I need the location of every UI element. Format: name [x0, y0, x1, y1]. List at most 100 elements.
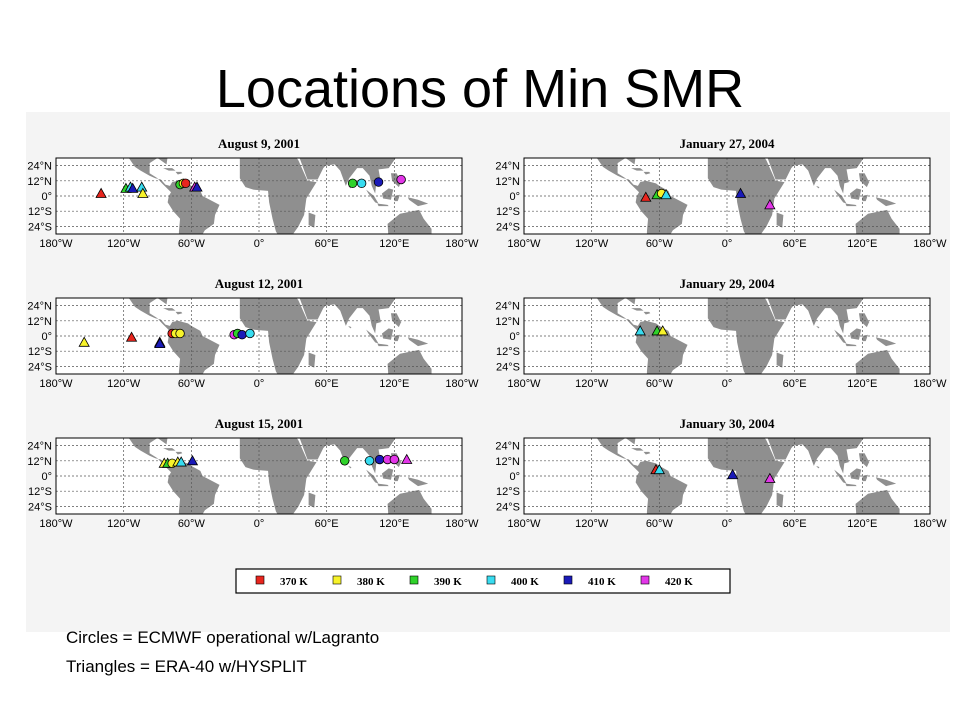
y-tick-label: 12°S: [28, 206, 52, 218]
map-panel-6: January 30, 2004 180°W 120°W 60°W 0° 60°E 120°…: [495, 416, 947, 530]
x-tick-label: 0°: [722, 238, 733, 250]
triangle-marker: [734, 187, 747, 198]
x-tick-label: 180°W: [39, 238, 73, 250]
x-tick-label: 60°E: [315, 238, 339, 250]
legend: 370 K 380 K 390 K 400 K 410 K 420 K: [235, 568, 731, 594]
y-tick-label: 12°S: [28, 346, 52, 358]
y-tick-label: 24°N: [495, 441, 520, 453]
y-tick-label: 12°N: [27, 456, 52, 468]
triangle-marker: [640, 191, 652, 202]
legend-label: 400 K: [511, 576, 539, 588]
gridlines: [56, 438, 462, 514]
map-panel-3: August 12, 2001 180°W 120°W 60°W 0° 60°E 120°E…: [27, 276, 479, 390]
x-tick-label: 120°W: [575, 238, 609, 250]
y-tick-label: 0°: [509, 331, 520, 343]
x-tick-label: 180°W: [39, 518, 73, 530]
x-tick-label: 60°E: [783, 518, 807, 530]
triangle-marker: [660, 188, 672, 200]
x-tick-label: 0°: [722, 378, 733, 390]
triangle-marker: [125, 331, 138, 342]
y-tick-label: 0°: [41, 191, 52, 203]
y-tick-label: 24°S: [496, 501, 520, 513]
x-tick-label: 180°W: [507, 378, 541, 390]
x-tick-label: 180°W: [913, 238, 947, 250]
circle-marker: [374, 454, 385, 465]
triangle-marker: [653, 463, 666, 475]
circle-marker: [237, 330, 247, 340]
x-tick-label: 120°E: [847, 378, 877, 390]
map-title: August 15, 2001: [215, 416, 304, 431]
y-tick-label: 0°: [509, 191, 520, 203]
triangle-marker: [764, 472, 776, 483]
y-tick-label: 24°N: [495, 161, 520, 173]
y-tick-label: 24°S: [28, 361, 52, 373]
x-tick-label: 60°W: [178, 378, 206, 390]
triangle-marker: [634, 325, 646, 336]
map-title: August 12, 2001: [215, 276, 304, 291]
legend-label: 370 K: [280, 576, 308, 588]
x-tick-label: 180°W: [913, 378, 947, 390]
x-tick-label: 60°W: [178, 238, 206, 250]
y-tick-label: 12°S: [496, 346, 520, 358]
x-tick-label: 60°E: [315, 378, 339, 390]
y-tick-label: 12°S: [496, 206, 520, 218]
triangle-marker: [726, 468, 739, 480]
circle-marker: [175, 328, 185, 339]
y-tick-label: 12°S: [28, 486, 52, 498]
map-panel-1: August 9, 2001 180°W 120°W 60°W 0° 60°E 120°E 1…: [27, 136, 479, 250]
x-tick-label: 120°W: [575, 518, 609, 530]
map-panel-2: January 27, 2004 180°W 120°W 60°W 0° 60°E 120°…: [495, 136, 947, 250]
legend-swatch: [486, 575, 496, 585]
x-tick-label: 60°W: [646, 238, 674, 250]
legend-swatch: [640, 575, 650, 585]
y-tick-label: 24°N: [27, 441, 52, 453]
slide-title: Locations of Min SMR: [215, 59, 745, 119]
x-tick-label: 180°W: [507, 238, 541, 250]
x-tick-label: 180°W: [445, 378, 479, 390]
circle-marker: [245, 328, 255, 339]
circle-marker: [373, 177, 384, 187]
y-tick-label: 0°: [509, 471, 520, 483]
x-tick-label: 60°W: [646, 518, 674, 530]
y-tick-label: 12°S: [496, 486, 520, 498]
x-tick-label: 0°: [254, 238, 265, 250]
x-tick-label: 120°W: [107, 518, 141, 530]
x-tick-label: 60°W: [646, 378, 674, 390]
map-title: January 27, 2004: [680, 136, 775, 151]
triangle-marker: [175, 456, 187, 467]
gridlines: [56, 298, 462, 374]
x-tick-label: 120°W: [107, 238, 141, 250]
y-tick-label: 12°N: [27, 316, 52, 328]
map-title: January 29, 2004: [680, 276, 775, 291]
x-tick-label: 120°E: [847, 238, 877, 250]
y-tick-label: 12°N: [495, 316, 520, 328]
y-tick-label: 24°S: [496, 361, 520, 373]
x-tick-label: 120°E: [379, 378, 409, 390]
y-tick-label: 24°N: [495, 301, 520, 313]
map-panel-4: January 29, 2004 180°W 120°W 60°W 0° 60°E 120°…: [495, 276, 947, 390]
gridlines: [524, 298, 930, 374]
x-tick-label: 60°E: [783, 238, 807, 250]
triangle-marker: [78, 336, 90, 347]
legend-label: 420 K: [665, 576, 693, 588]
triangle-marker: [137, 187, 149, 198]
y-tick-label: 24°N: [27, 161, 52, 173]
legend-swatch: [255, 575, 265, 585]
x-tick-label: 120°W: [107, 378, 141, 390]
triangle-marker: [95, 187, 107, 198]
triangle-marker: [154, 337, 166, 349]
x-tick-label: 60°E: [783, 378, 807, 390]
legend-swatch: [332, 575, 342, 585]
map-panel-5: August 15, 2001 180°W 120°W 60°W 0° 60°E 120°E…: [27, 416, 479, 530]
circle-marker: [180, 178, 191, 189]
x-tick-label: 0°: [254, 518, 265, 530]
caption-circles: Circles = ECMWF operational w/Lagranto: [66, 628, 380, 647]
legend-label: 410 K: [588, 576, 616, 588]
gridlines: [524, 438, 930, 514]
x-tick-label: 120°W: [575, 378, 609, 390]
triangle-marker: [401, 453, 413, 464]
x-tick-label: 180°W: [445, 518, 479, 530]
y-tick-label: 24°S: [28, 501, 52, 513]
legend-label: 390 K: [434, 576, 462, 588]
